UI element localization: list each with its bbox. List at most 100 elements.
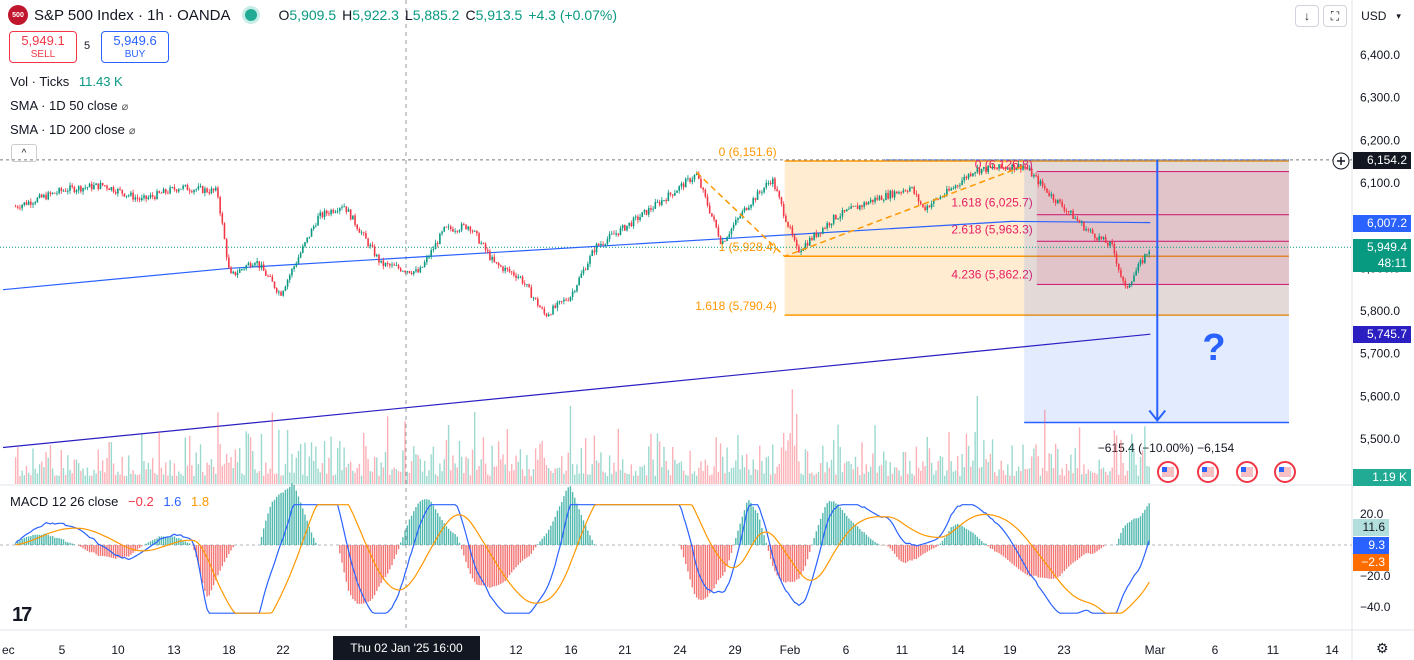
volume-bar — [554, 468, 556, 484]
candle — [69, 185, 71, 191]
candle — [617, 233, 620, 235]
candle — [1004, 167, 1007, 170]
macd-histogram-bar — [702, 545, 704, 600]
macd-histogram-bar — [1061, 545, 1063, 574]
macd-histogram-bar — [204, 545, 206, 592]
volume-bar — [1015, 471, 1018, 484]
volume-bar — [576, 464, 578, 484]
candle — [837, 218, 839, 220]
macd-histogram-bar — [349, 545, 352, 596]
candle — [1089, 229, 1092, 231]
volume-bar — [1096, 474, 1098, 484]
candle — [924, 206, 926, 211]
macd-histogram-bar — [223, 545, 226, 562]
macd-histogram-bar — [208, 545, 210, 596]
candle — [138, 198, 141, 200]
candle — [969, 173, 972, 176]
candle — [110, 187, 113, 191]
candle — [56, 193, 58, 194]
macd-histogram-bar — [521, 545, 524, 561]
candle — [719, 236, 722, 244]
macd-histogram-bar — [926, 545, 928, 552]
candle — [341, 207, 343, 209]
volume-bar — [64, 474, 67, 484]
candle — [1137, 264, 1140, 271]
sell-button[interactable]: 5,949.1 SELL — [9, 31, 77, 63]
gear-icon[interactable]: ⚙ — [1376, 640, 1389, 656]
macd-histogram-bar — [312, 537, 315, 545]
sma200-legend[interactable]: SMA · 1D 200 close ⌀ — [10, 122, 136, 137]
macd-legend[interactable]: MACD 12 26 close −0.2 1.6 1.8 — [10, 494, 209, 509]
volume-bar — [611, 474, 613, 484]
tradingview-logo[interactable]: 17 — [12, 604, 32, 626]
macd-histogram-bar — [495, 545, 498, 586]
macd-histogram-bar — [996, 545, 998, 553]
collapse-legend-button[interactable]: ^ — [11, 144, 37, 162]
macd-histogram-bar — [948, 530, 950, 545]
candle — [460, 223, 463, 231]
candle — [182, 185, 184, 189]
candle — [184, 184, 187, 186]
candle — [1115, 253, 1118, 264]
volume-bar — [84, 475, 86, 484]
sma50-legend[interactable]: SMA · 1D 50 close ⌀ — [10, 98, 128, 113]
candle — [789, 226, 791, 228]
macd-histogram-bar — [769, 545, 772, 560]
macd-histogram-bar — [1057, 545, 1059, 578]
candle — [835, 214, 837, 220]
symbol-title[interactable]: S&P 500 Index · 1h · OANDA — [34, 6, 231, 24]
volume-bar — [199, 444, 202, 484]
volume-bar — [493, 466, 495, 484]
macd-histogram-bar — [25, 536, 28, 545]
volume-bar — [767, 456, 770, 484]
macd-histogram-bar — [711, 545, 713, 591]
volume-bar — [898, 470, 900, 484]
volume-bar — [151, 458, 154, 484]
volume-bar — [650, 433, 652, 484]
currency-select[interactable]: USD ▾ — [1353, 5, 1409, 27]
price-axis-tick: 6,300.0 — [1360, 91, 1400, 105]
candle — [909, 187, 911, 192]
volume-bar — [1115, 435, 1118, 484]
volume-legend[interactable]: Vol · Ticks 11.43 K — [10, 74, 123, 89]
macd-histogram-bar — [724, 545, 726, 572]
time-axis-tick: Mar — [1145, 643, 1166, 657]
arrow-down-icon: ↓ — [1304, 9, 1310, 23]
candle — [360, 232, 363, 234]
candle — [34, 202, 36, 204]
buy-button[interactable]: 5,949.6 BUY — [101, 31, 169, 63]
candle — [480, 242, 483, 244]
scroll-down-button[interactable]: ↓ — [1295, 5, 1319, 27]
candle — [295, 263, 298, 267]
volume-bar — [67, 455, 69, 484]
macd-histogram-bar — [1037, 545, 1039, 578]
volume-bar — [1135, 464, 1137, 484]
candle — [223, 223, 226, 240]
volume-bar — [47, 457, 49, 484]
macd-histogram-bar — [817, 524, 820, 545]
macd-histogram-bar — [47, 534, 49, 545]
hidden-eye-icon[interactable]: ⌀ — [128, 125, 136, 137]
candle — [186, 184, 189, 191]
macd-histogram-bar — [1078, 545, 1081, 559]
macd-histogram-bar — [478, 545, 480, 586]
candle — [519, 276, 522, 278]
macd-histogram-bar — [839, 507, 841, 545]
volume-bar — [939, 455, 942, 484]
macd-histogram-bar — [95, 545, 97, 555]
volume-bar — [687, 475, 689, 484]
macd-histogram-bar — [386, 545, 389, 574]
volume-bar — [1078, 427, 1081, 484]
macd-histogram-bar — [389, 545, 391, 570]
ohlc-key-h: H — [342, 7, 353, 23]
macd-histogram-bar — [1091, 545, 1094, 554]
hidden-eye-icon[interactable]: ⌀ — [121, 101, 129, 113]
us-flag-icon — [1236, 461, 1258, 483]
candle — [1057, 199, 1059, 204]
volume-bar — [796, 414, 798, 484]
fullscreen-button[interactable]: ⛶ — [1323, 5, 1347, 27]
symbol-logo[interactable]: 500 — [8, 5, 28, 25]
candle — [1078, 220, 1081, 223]
candle — [1126, 285, 1129, 288]
